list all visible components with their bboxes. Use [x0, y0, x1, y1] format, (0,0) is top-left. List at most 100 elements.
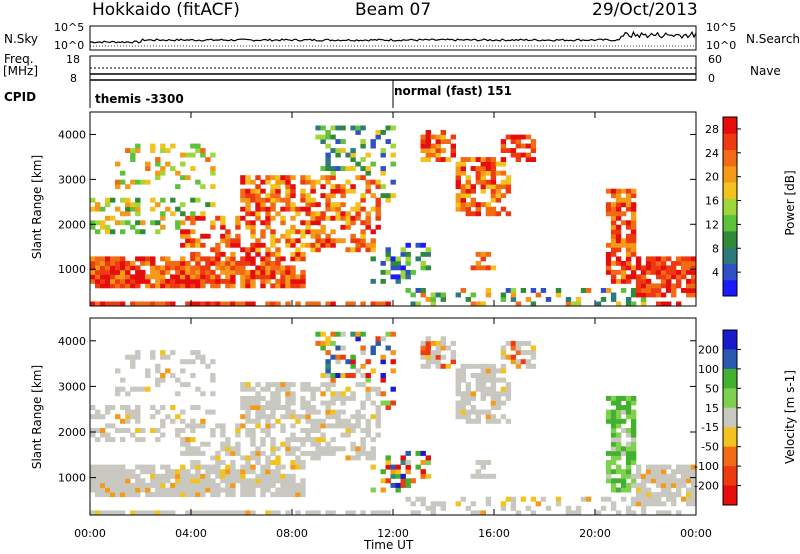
- heatmap-cell: [270, 437, 276, 443]
- heatmap-cell: [140, 229, 146, 235]
- heatmap-cell: [340, 373, 346, 378]
- heatmap-cell: [295, 211, 301, 217]
- heatmap-cell: [235, 242, 241, 248]
- heatmap-cell: [270, 510, 276, 516]
- heatmap-cell: [245, 464, 251, 470]
- heatmap-cell: [460, 391, 466, 397]
- heatmap-cell: [210, 469, 216, 475]
- heatmap-cell: [640, 496, 647, 502]
- heatmap-cell: [110, 473, 116, 479]
- heatmap-cell: [655, 496, 662, 502]
- heatmap-cell: [340, 215, 346, 221]
- heatmap-cell: [325, 510, 331, 516]
- heatmap-cell: [470, 391, 476, 397]
- heatmap-cell: [640, 288, 647, 293]
- heatmap-cell: [275, 405, 281, 410]
- heatmap-cell: [255, 473, 261, 479]
- heatmap-cell: [300, 251, 306, 257]
- heatmap-cell: [225, 464, 231, 470]
- heatmap-cell: [160, 197, 166, 203]
- heatmap-cell: [686, 292, 692, 298]
- heatmap-cell: [600, 297, 607, 302]
- heatmap-cell: [110, 256, 116, 262]
- heatmap-cell: [615, 414, 622, 420]
- heatmap-cell: [120, 386, 126, 392]
- heatmap-cell: [350, 455, 356, 461]
- heatmap-cell: [255, 238, 261, 244]
- heatmap-cell: [345, 418, 351, 424]
- heatmap-cell: [325, 373, 331, 378]
- heatmap-cell: [365, 423, 371, 429]
- heatmap-cell: [475, 409, 481, 415]
- heatmap-cell: [100, 482, 106, 488]
- heatmap-cell: [681, 469, 687, 475]
- heatmap-cell: [525, 297, 532, 302]
- heatmap-cell: [110, 487, 116, 493]
- heatmap-cell: [360, 166, 366, 171]
- heatmap-cell: [145, 274, 151, 280]
- heatmap-cell: [230, 473, 236, 479]
- heatmap-cell: [95, 464, 101, 470]
- heatmap-cell: [145, 256, 151, 262]
- heatmap-cell: [170, 166, 176, 171]
- power-colorbar-swatch: [723, 230, 737, 248]
- heatmap-cell: [325, 157, 331, 162]
- heatmap-cell: [185, 265, 191, 271]
- heatmap-cell: [175, 482, 181, 488]
- heatmap-cell: [220, 487, 226, 493]
- heatmap-cell: [380, 400, 386, 406]
- heatmap-cell: [320, 446, 326, 452]
- heatmap-cell: [485, 368, 492, 374]
- heatmap-cell: [325, 301, 331, 307]
- heatmap-cell: [420, 157, 426, 162]
- heatmap-cell: [265, 455, 271, 461]
- heatmap-cell: [145, 283, 151, 289]
- heatmap-cell: [500, 297, 507, 302]
- heatmap-cell: [165, 256, 171, 262]
- heatmap-cell: [255, 455, 261, 461]
- heatmap-cell: [610, 211, 617, 217]
- heatmap-cell: [455, 386, 461, 392]
- heatmap-cell: [300, 197, 306, 203]
- heatmap-cell: [205, 469, 211, 475]
- heatmap-cell: [305, 432, 311, 438]
- heatmap-cell: [625, 256, 632, 262]
- heatmap-cell: [671, 478, 677, 484]
- heatmap-cell: [250, 224, 256, 230]
- heatmap-cell: [255, 382, 261, 388]
- heatmap-cell: [505, 288, 512, 293]
- heatmap-cell: [325, 386, 331, 392]
- heatmap-cell: [625, 297, 632, 302]
- heatmap-cell: [90, 428, 96, 433]
- heatmap-cell: [691, 487, 697, 493]
- heatmap-cell: [455, 373, 461, 378]
- heatmap-cell: [225, 238, 231, 244]
- heatmap-cell: [430, 350, 436, 356]
- heatmap-cell: [630, 292, 637, 298]
- heatmap-cell: [465, 175, 471, 181]
- heatmap-cell: [145, 373, 151, 378]
- heatmap-cell: [300, 206, 306, 212]
- heatmap-cell: [400, 247, 406, 253]
- heatmap-cell: [525, 143, 532, 149]
- heatmap-cell: [185, 487, 191, 493]
- heatmap-cell: [215, 487, 221, 493]
- heatmap-cell: [270, 473, 276, 479]
- heatmap-cell: [370, 242, 376, 248]
- heatmap-cell: [165, 473, 171, 479]
- heatmap-cell: [400, 460, 406, 465]
- heatmap-cell: [240, 414, 246, 420]
- heatmap-cell: [400, 473, 406, 479]
- heatmap-cell: [180, 409, 186, 415]
- heatmap-cell: [395, 487, 401, 493]
- heatmap-cell: [290, 395, 296, 401]
- heatmap-cell: [265, 460, 271, 465]
- heatmap-cell: [585, 496, 592, 502]
- heatmap-cell: [260, 269, 266, 275]
- heatmap-cell: [95, 409, 101, 415]
- heatmap-cell: [630, 450, 637, 456]
- heatmap-cell: [270, 269, 276, 275]
- heatmap-cell: [490, 382, 497, 388]
- heatmap-cell: [480, 464, 486, 470]
- heatmap-cell: [235, 269, 241, 275]
